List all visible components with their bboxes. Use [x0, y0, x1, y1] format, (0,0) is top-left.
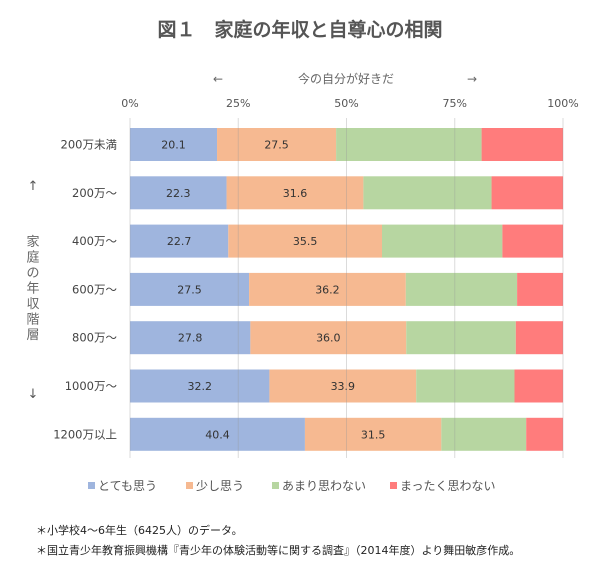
- bar-segment: [416, 369, 515, 403]
- data-label: 22.7: [167, 235, 192, 248]
- bar-segment: [336, 128, 482, 161]
- bar-segment: [517, 272, 563, 306]
- bar-segment: [130, 176, 227, 210]
- bar-segment: [363, 176, 492, 210]
- x-tick-label: 75%: [443, 97, 467, 110]
- note-source: ＊国立青少年教育振興機構『青少年の体験活動等に関する調査』（2014年度）より舞…: [36, 544, 521, 557]
- data-label: 36.0: [316, 332, 341, 345]
- legend-swatch: [186, 482, 193, 489]
- data-label: 33.9: [331, 380, 356, 393]
- data-label: 22.3: [166, 187, 191, 200]
- category-label: 200万未満: [61, 138, 117, 152]
- data-label: 36.2: [315, 283, 340, 296]
- data-label: 27.8: [178, 332, 203, 345]
- legend-swatch: [390, 482, 397, 489]
- bar-segment: [526, 417, 563, 451]
- bar-segment: [481, 128, 563, 161]
- category-label: 1200万以上: [53, 427, 117, 441]
- y-axis-label-char: 年: [26, 282, 39, 297]
- bar-segment: [405, 272, 518, 306]
- bar-segment: [130, 417, 305, 451]
- y-axis-label-char: 家: [26, 234, 39, 250]
- x-arrow-right: →: [467, 72, 477, 86]
- bar-segment: [304, 417, 442, 451]
- y-axis-label-char: 収: [26, 297, 39, 312]
- bar-segment: [228, 224, 383, 258]
- legend-swatch: [88, 482, 95, 489]
- chart-title: 図１ 家庭の年収と自尊心の相関: [157, 18, 442, 41]
- legend-label: とても思う: [98, 479, 157, 493]
- data-label: 35.5: [293, 235, 318, 248]
- bar-segment: [217, 128, 337, 161]
- bar-segment: [491, 176, 563, 210]
- category-label: 400万～: [72, 234, 117, 248]
- y-axis-label-char: 庭: [26, 250, 39, 266]
- y-axis-label-char: 層: [26, 328, 39, 343]
- y-axis-label-char: の: [26, 266, 39, 281]
- bar-segment: [441, 417, 527, 451]
- y-arrow-down: ↓: [28, 387, 39, 402]
- bar-segment: [226, 176, 364, 210]
- note-sample: ＊小学校4～6年生（6425人）のデータ。: [36, 524, 243, 537]
- bar-segment: [249, 272, 406, 306]
- x-axis-label: 今の自分が好きだ: [298, 71, 394, 86]
- bar-segment: [130, 128, 218, 161]
- bar-segment: [502, 224, 563, 258]
- legend-swatch: [272, 482, 279, 489]
- data-label: 20.1: [161, 139, 186, 152]
- category-label: 1000万～: [65, 379, 118, 393]
- y-axis-label-char: 階: [26, 313, 39, 328]
- data-label: 27.5: [177, 283, 202, 296]
- bar-segment: [514, 369, 563, 403]
- x-tick-label: 0%: [121, 97, 138, 110]
- bar-segment: [130, 369, 270, 403]
- bar-segment: [250, 321, 407, 355]
- category-label: 800万～: [72, 331, 117, 345]
- data-label: 32.2: [187, 380, 212, 393]
- data-label: 27.5: [264, 139, 289, 152]
- bar-segment: [406, 321, 516, 355]
- x-arrow-left: ←: [213, 72, 223, 86]
- bar-segment: [130, 321, 251, 355]
- bar-segment: [130, 272, 250, 306]
- stacked-bar-chart: 図１ 家庭の年収と自尊心の相関 ← 今の自分が好きだ → 0% 25% 50% 75% 100%…: [26, 18, 578, 493]
- x-tick-label: 100%: [547, 97, 578, 110]
- data-label: 31.6: [283, 187, 308, 200]
- bar-segment: [269, 369, 417, 403]
- data-label: 31.5: [361, 428, 386, 441]
- bar-segment: [382, 224, 503, 258]
- bar-segment: [130, 224, 229, 258]
- category-label: 600万～: [72, 282, 117, 296]
- y-arrow-up: ↑: [28, 179, 39, 194]
- category-label: 200万～: [72, 186, 117, 200]
- bar-segment: [515, 321, 563, 355]
- x-tick-label: 25%: [226, 97, 250, 110]
- data-label: 40.4: [205, 428, 230, 441]
- legend-label: 少し思う: [196, 479, 244, 493]
- legend-label: あまり思わない: [282, 479, 366, 493]
- legend-label: まったく思わない: [400, 479, 496, 493]
- x-tick-label: 50%: [334, 97, 358, 110]
